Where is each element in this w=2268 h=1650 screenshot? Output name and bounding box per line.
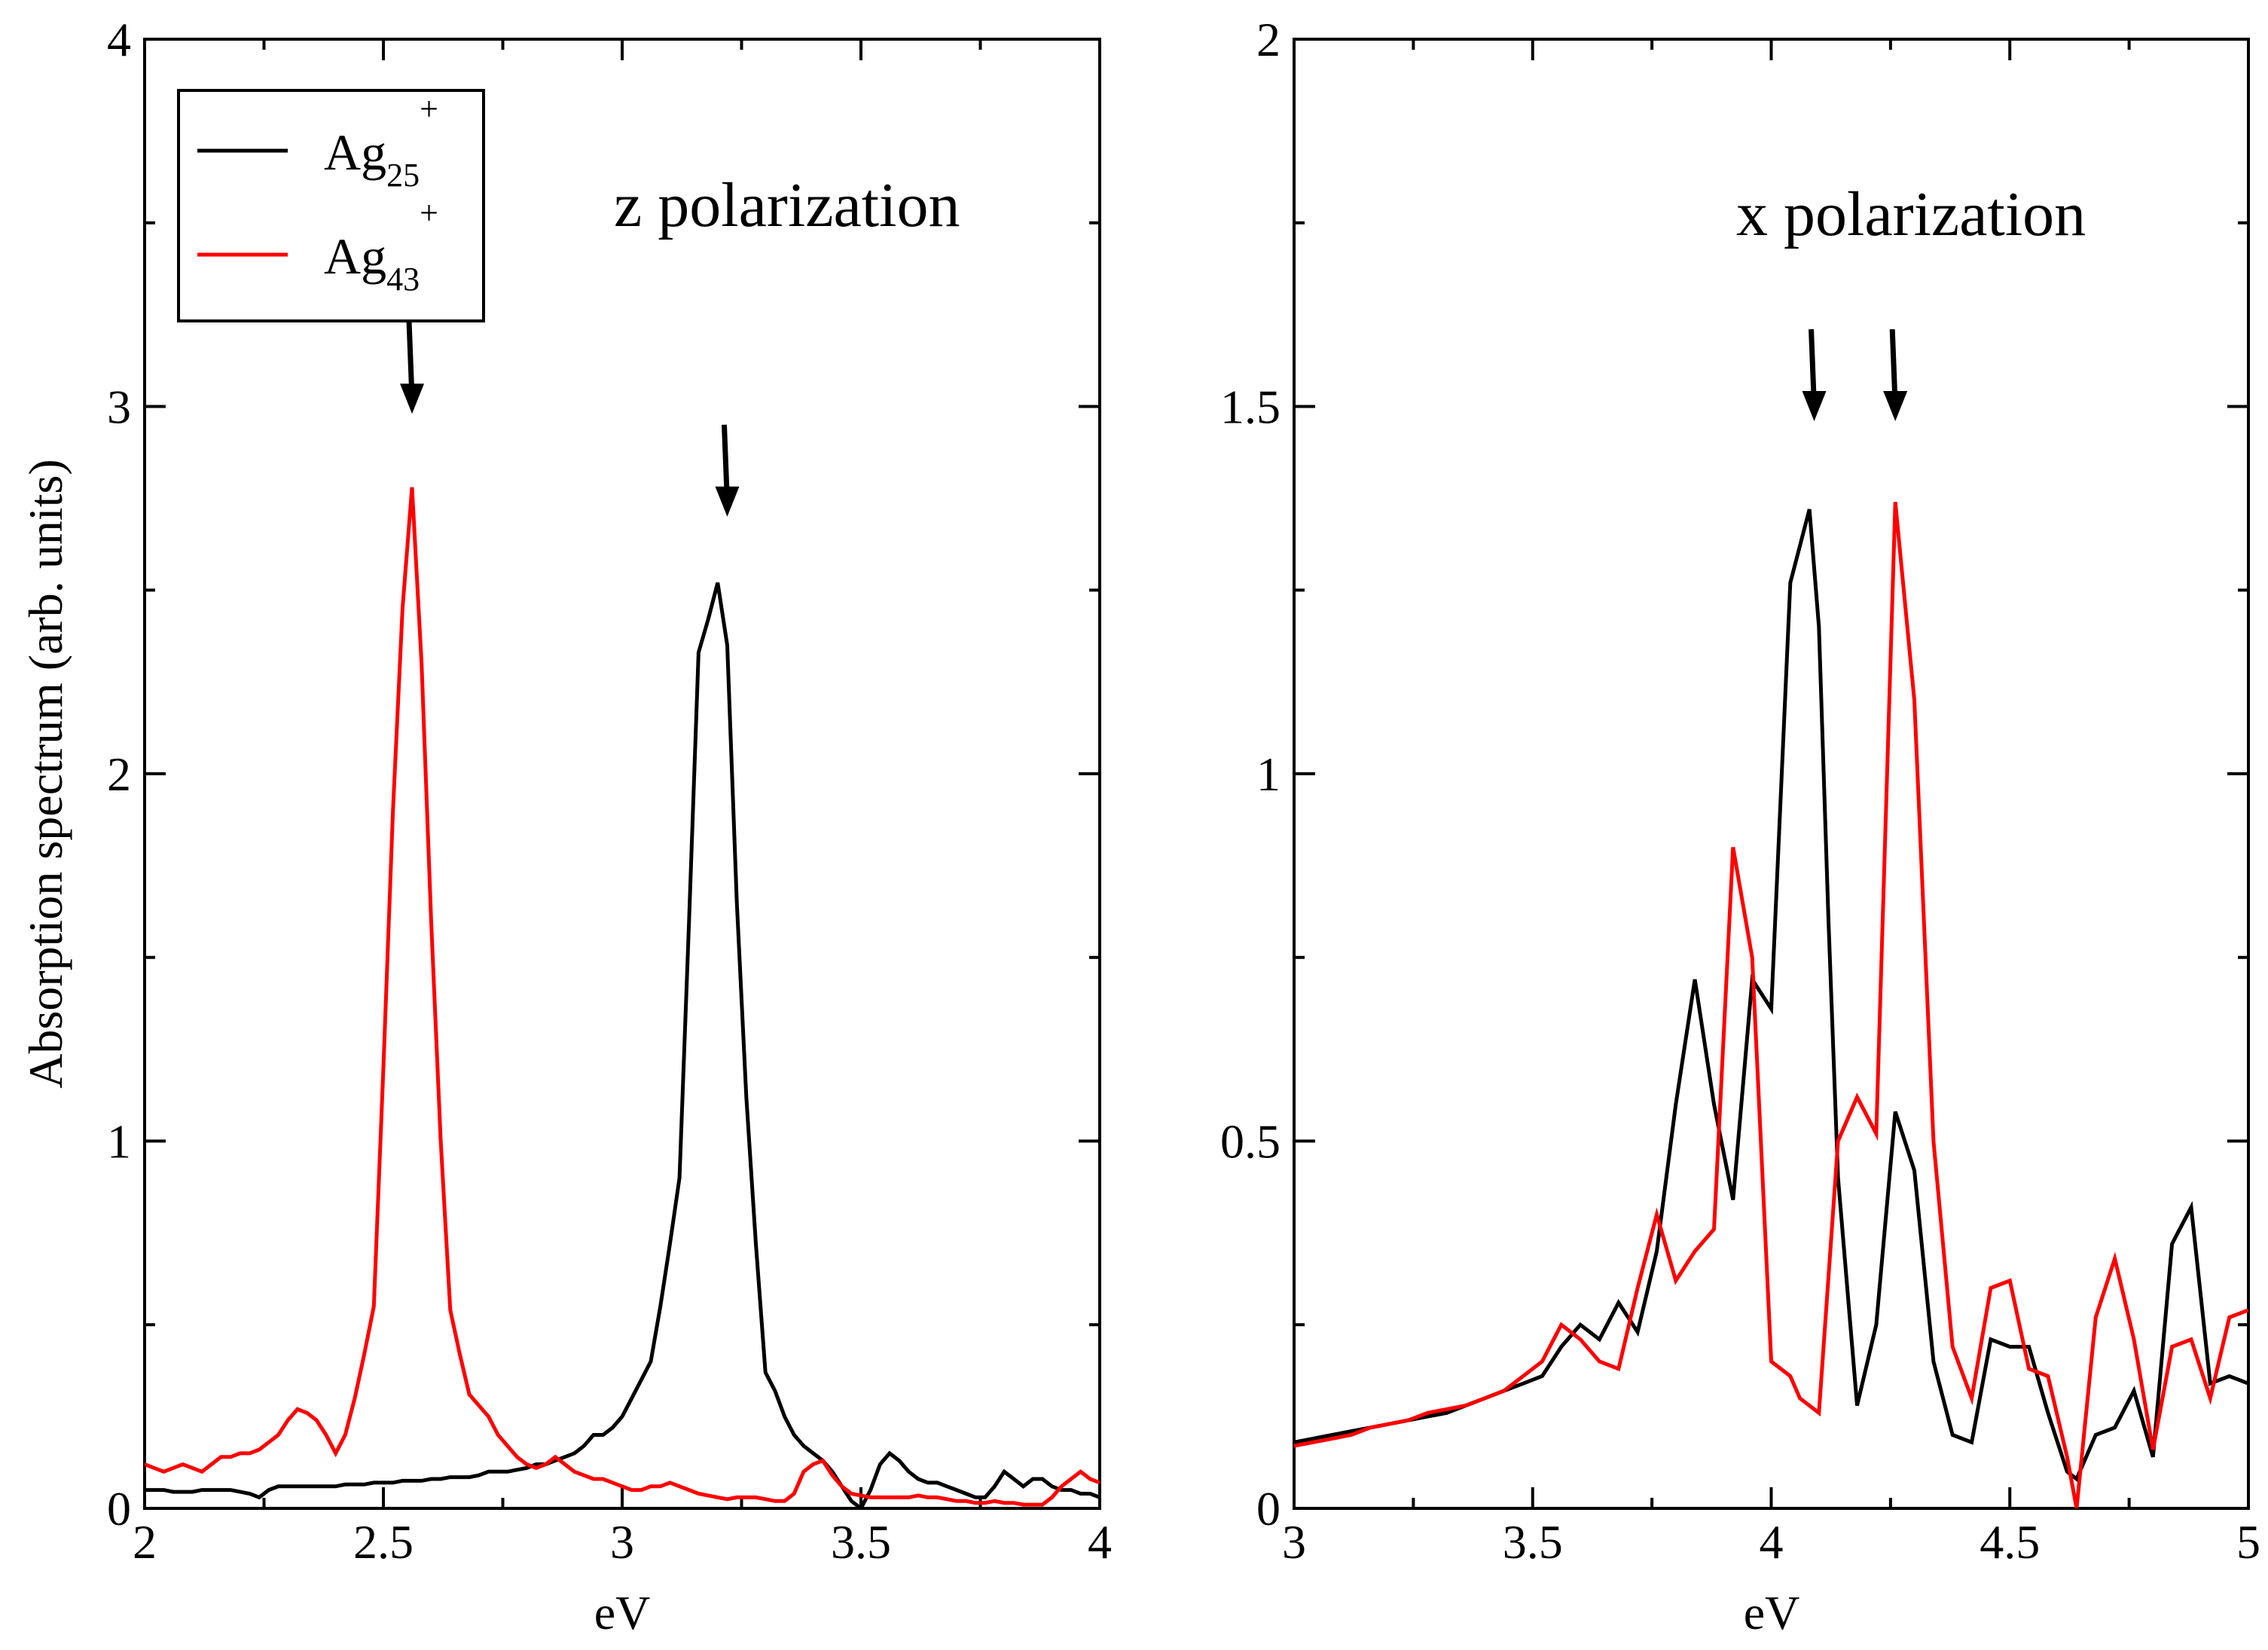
peak-arrow-head (1883, 391, 1908, 421)
z-polarization-annotation: z polarization (614, 170, 960, 240)
x-tick-label: 3 (610, 1515, 634, 1569)
y-tick-label: 0.5 (1220, 1115, 1281, 1169)
y-tick-label: 3 (107, 380, 131, 434)
legend-label-ag25: Ag25+ (324, 90, 438, 194)
x-tick-label: 2.5 (353, 1515, 414, 1569)
peak-arrow-head (400, 383, 425, 414)
y-tick-label: 1.5 (1220, 380, 1281, 434)
x-tick-label: 4.5 (1980, 1515, 2040, 1569)
legend: Ag25+ Ag43+ (177, 89, 485, 322)
y-tick-label: 1 (107, 1115, 131, 1169)
x-tick-label: 2 (133, 1515, 157, 1569)
y-tick-label: 4 (107, 13, 131, 66)
y-tick-label: 1 (1256, 747, 1281, 801)
x-tick-label: 5 (2236, 1515, 2260, 1569)
y-axis-label: Absorption spectrum (arb. units) (19, 459, 72, 1088)
x-polarization-annotation: x polarization (1736, 179, 2086, 249)
x-tick-label: 4 (1088, 1515, 1112, 1569)
x-tick-label: 3.5 (1503, 1515, 1563, 1569)
x-axis-label: eV (594, 1586, 651, 1639)
x-axis-label: eV (1744, 1586, 1800, 1639)
legend-box (177, 89, 485, 322)
x-tick-label: 4 (1760, 1515, 1784, 1569)
series-line-ag43 (1294, 502, 2248, 1508)
y-tick-label: 2 (107, 747, 131, 801)
x-polarization-panel: 3 3.5 4 4.5 5 0 0.5 1 1.5 2 x polarization eV (1220, 13, 2260, 1639)
x-tick-label: 3 (1282, 1515, 1306, 1569)
series-line-ag25 (145, 582, 1100, 1508)
y-tick-label: 0 (1256, 1482, 1281, 1535)
z-polarization-panel: 2 2.5 3 3.5 4 0 1 2 3 4 z polarization eV Absorpt… (19, 13, 1112, 1639)
peak-arrow-head (715, 486, 740, 517)
legend-label-ag43: Ag43+ (324, 194, 438, 298)
y-tick-label: 0 (107, 1482, 131, 1535)
x-tick-label: 3.5 (831, 1515, 891, 1569)
peak-arrow-head (1802, 391, 1827, 421)
y-tick-label: 2 (1256, 13, 1281, 66)
series-line-ag43 (145, 487, 1100, 1507)
